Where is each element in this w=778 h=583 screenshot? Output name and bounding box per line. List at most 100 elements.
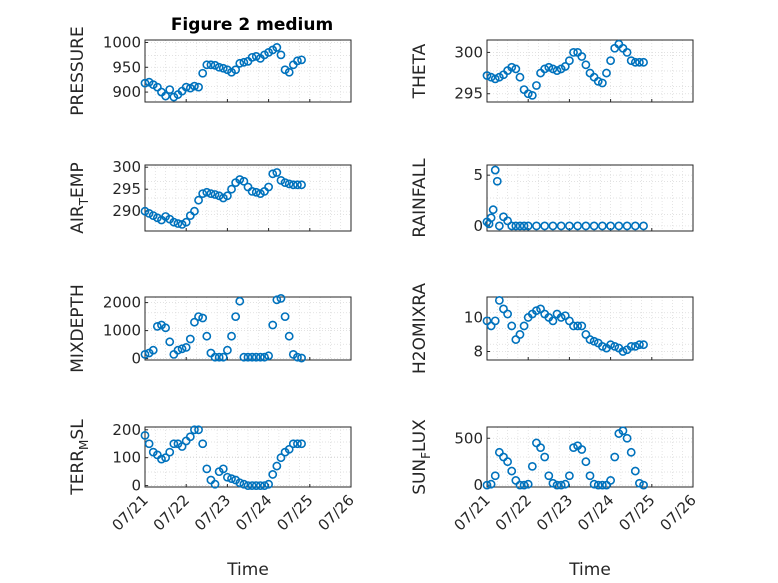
data-point bbox=[222, 345, 232, 355]
data-point bbox=[610, 341, 620, 351]
data-point bbox=[490, 165, 500, 175]
data-point bbox=[614, 221, 624, 231]
subplot-mixdepth: 0 1000 2000 MIXDEPTH bbox=[68, 284, 352, 373]
data-point bbox=[519, 85, 529, 94]
data-point bbox=[272, 461, 282, 471]
y-tick-label: 200 bbox=[112, 421, 141, 439]
data-point bbox=[552, 66, 562, 75]
data-point bbox=[181, 436, 191, 446]
y-tick-label: 500 bbox=[454, 429, 483, 447]
data-point bbox=[581, 457, 591, 467]
data-point bbox=[507, 221, 517, 231]
data-point bbox=[169, 217, 179, 227]
data-point bbox=[235, 175, 245, 184]
data-point bbox=[511, 476, 521, 485]
data-point bbox=[565, 221, 574, 231]
y-axis-label-main: TERR bbox=[68, 450, 88, 496]
data-point bbox=[198, 189, 208, 198]
data-point bbox=[527, 461, 537, 471]
data-point bbox=[206, 348, 216, 358]
data-point bbox=[218, 63, 228, 73]
data-point bbox=[556, 221, 566, 231]
x-tick-label: 07/26 bbox=[657, 491, 700, 534]
data-point bbox=[194, 425, 203, 435]
data-point bbox=[251, 481, 261, 491]
data-point bbox=[639, 57, 648, 67]
data-point bbox=[198, 313, 208, 323]
data-point bbox=[490, 74, 500, 84]
y-axis-label: PRESSURE bbox=[68, 26, 88, 115]
data-point bbox=[268, 169, 278, 179]
data-point bbox=[140, 349, 150, 359]
y-axis-label-main: THETA bbox=[410, 43, 430, 99]
data-point bbox=[548, 478, 558, 488]
y-axis-label-tail: SL bbox=[68, 419, 88, 440]
y-tick-label: 8 bbox=[473, 342, 483, 360]
data-point bbox=[210, 190, 220, 199]
data-point bbox=[569, 321, 578, 331]
data-point bbox=[218, 352, 228, 362]
data-point bbox=[181, 217, 191, 227]
data-point bbox=[293, 180, 302, 190]
data-point bbox=[492, 176, 502, 186]
data-point bbox=[610, 43, 620, 53]
data-point bbox=[626, 341, 636, 351]
data-point bbox=[247, 481, 257, 491]
y-axis-label: H2OMIXRA bbox=[410, 283, 430, 374]
data-point bbox=[297, 439, 306, 449]
data-point bbox=[190, 81, 199, 91]
data-point bbox=[626, 447, 636, 457]
data-point bbox=[597, 221, 607, 231]
x-tick-label: 07/21 bbox=[109, 491, 152, 534]
data-point bbox=[235, 296, 245, 306]
subplot-h2omixra: 8 10 H2OMIXRA bbox=[410, 283, 694, 374]
data-point bbox=[173, 345, 183, 355]
data-point bbox=[515, 330, 525, 339]
y-axis-label-main: AIR bbox=[68, 205, 88, 234]
data-point bbox=[165, 85, 175, 94]
y-axis-label: THETA bbox=[410, 43, 430, 99]
data-point bbox=[206, 475, 216, 485]
data-point bbox=[548, 316, 558, 326]
data-point bbox=[622, 221, 632, 231]
data-point bbox=[536, 443, 545, 453]
data-point bbox=[264, 182, 273, 192]
axes-frame bbox=[486, 426, 694, 488]
data-point bbox=[606, 476, 615, 485]
data-point bbox=[293, 56, 302, 66]
data-point bbox=[272, 295, 282, 305]
data-point bbox=[597, 480, 607, 490]
data-point bbox=[565, 471, 574, 481]
axes-frame bbox=[486, 296, 694, 361]
data-point bbox=[597, 341, 607, 351]
data-point bbox=[511, 64, 521, 74]
data-point bbox=[490, 316, 500, 326]
x-tick-label: 07/23 bbox=[191, 491, 234, 534]
data-point bbox=[297, 55, 306, 65]
y-tick-label: 900 bbox=[112, 83, 141, 101]
data-point bbox=[198, 68, 208, 78]
axes-frame bbox=[144, 296, 352, 361]
data-point bbox=[264, 479, 273, 489]
data-point bbox=[618, 426, 628, 436]
data-point bbox=[222, 191, 232, 201]
data-point bbox=[577, 321, 587, 331]
y-tick-label: 0 bbox=[473, 217, 483, 235]
data-point bbox=[511, 221, 521, 231]
data-point bbox=[560, 479, 570, 489]
y-tick-label: 295 bbox=[454, 85, 483, 103]
y-tick-label: 100 bbox=[112, 449, 141, 467]
data-point bbox=[490, 471, 500, 481]
y-axis-label: AIRTEMP bbox=[68, 162, 91, 233]
data-point bbox=[540, 64, 550, 74]
y-tick-label: 0 bbox=[473, 476, 483, 494]
data-point bbox=[181, 82, 191, 92]
data-point bbox=[293, 352, 302, 362]
data-point bbox=[185, 83, 195, 93]
data-point bbox=[503, 309, 512, 319]
data-point bbox=[540, 452, 550, 462]
data-point bbox=[231, 312, 241, 321]
x-axis-label: Time bbox=[568, 560, 611, 580]
data-point bbox=[239, 57, 249, 67]
